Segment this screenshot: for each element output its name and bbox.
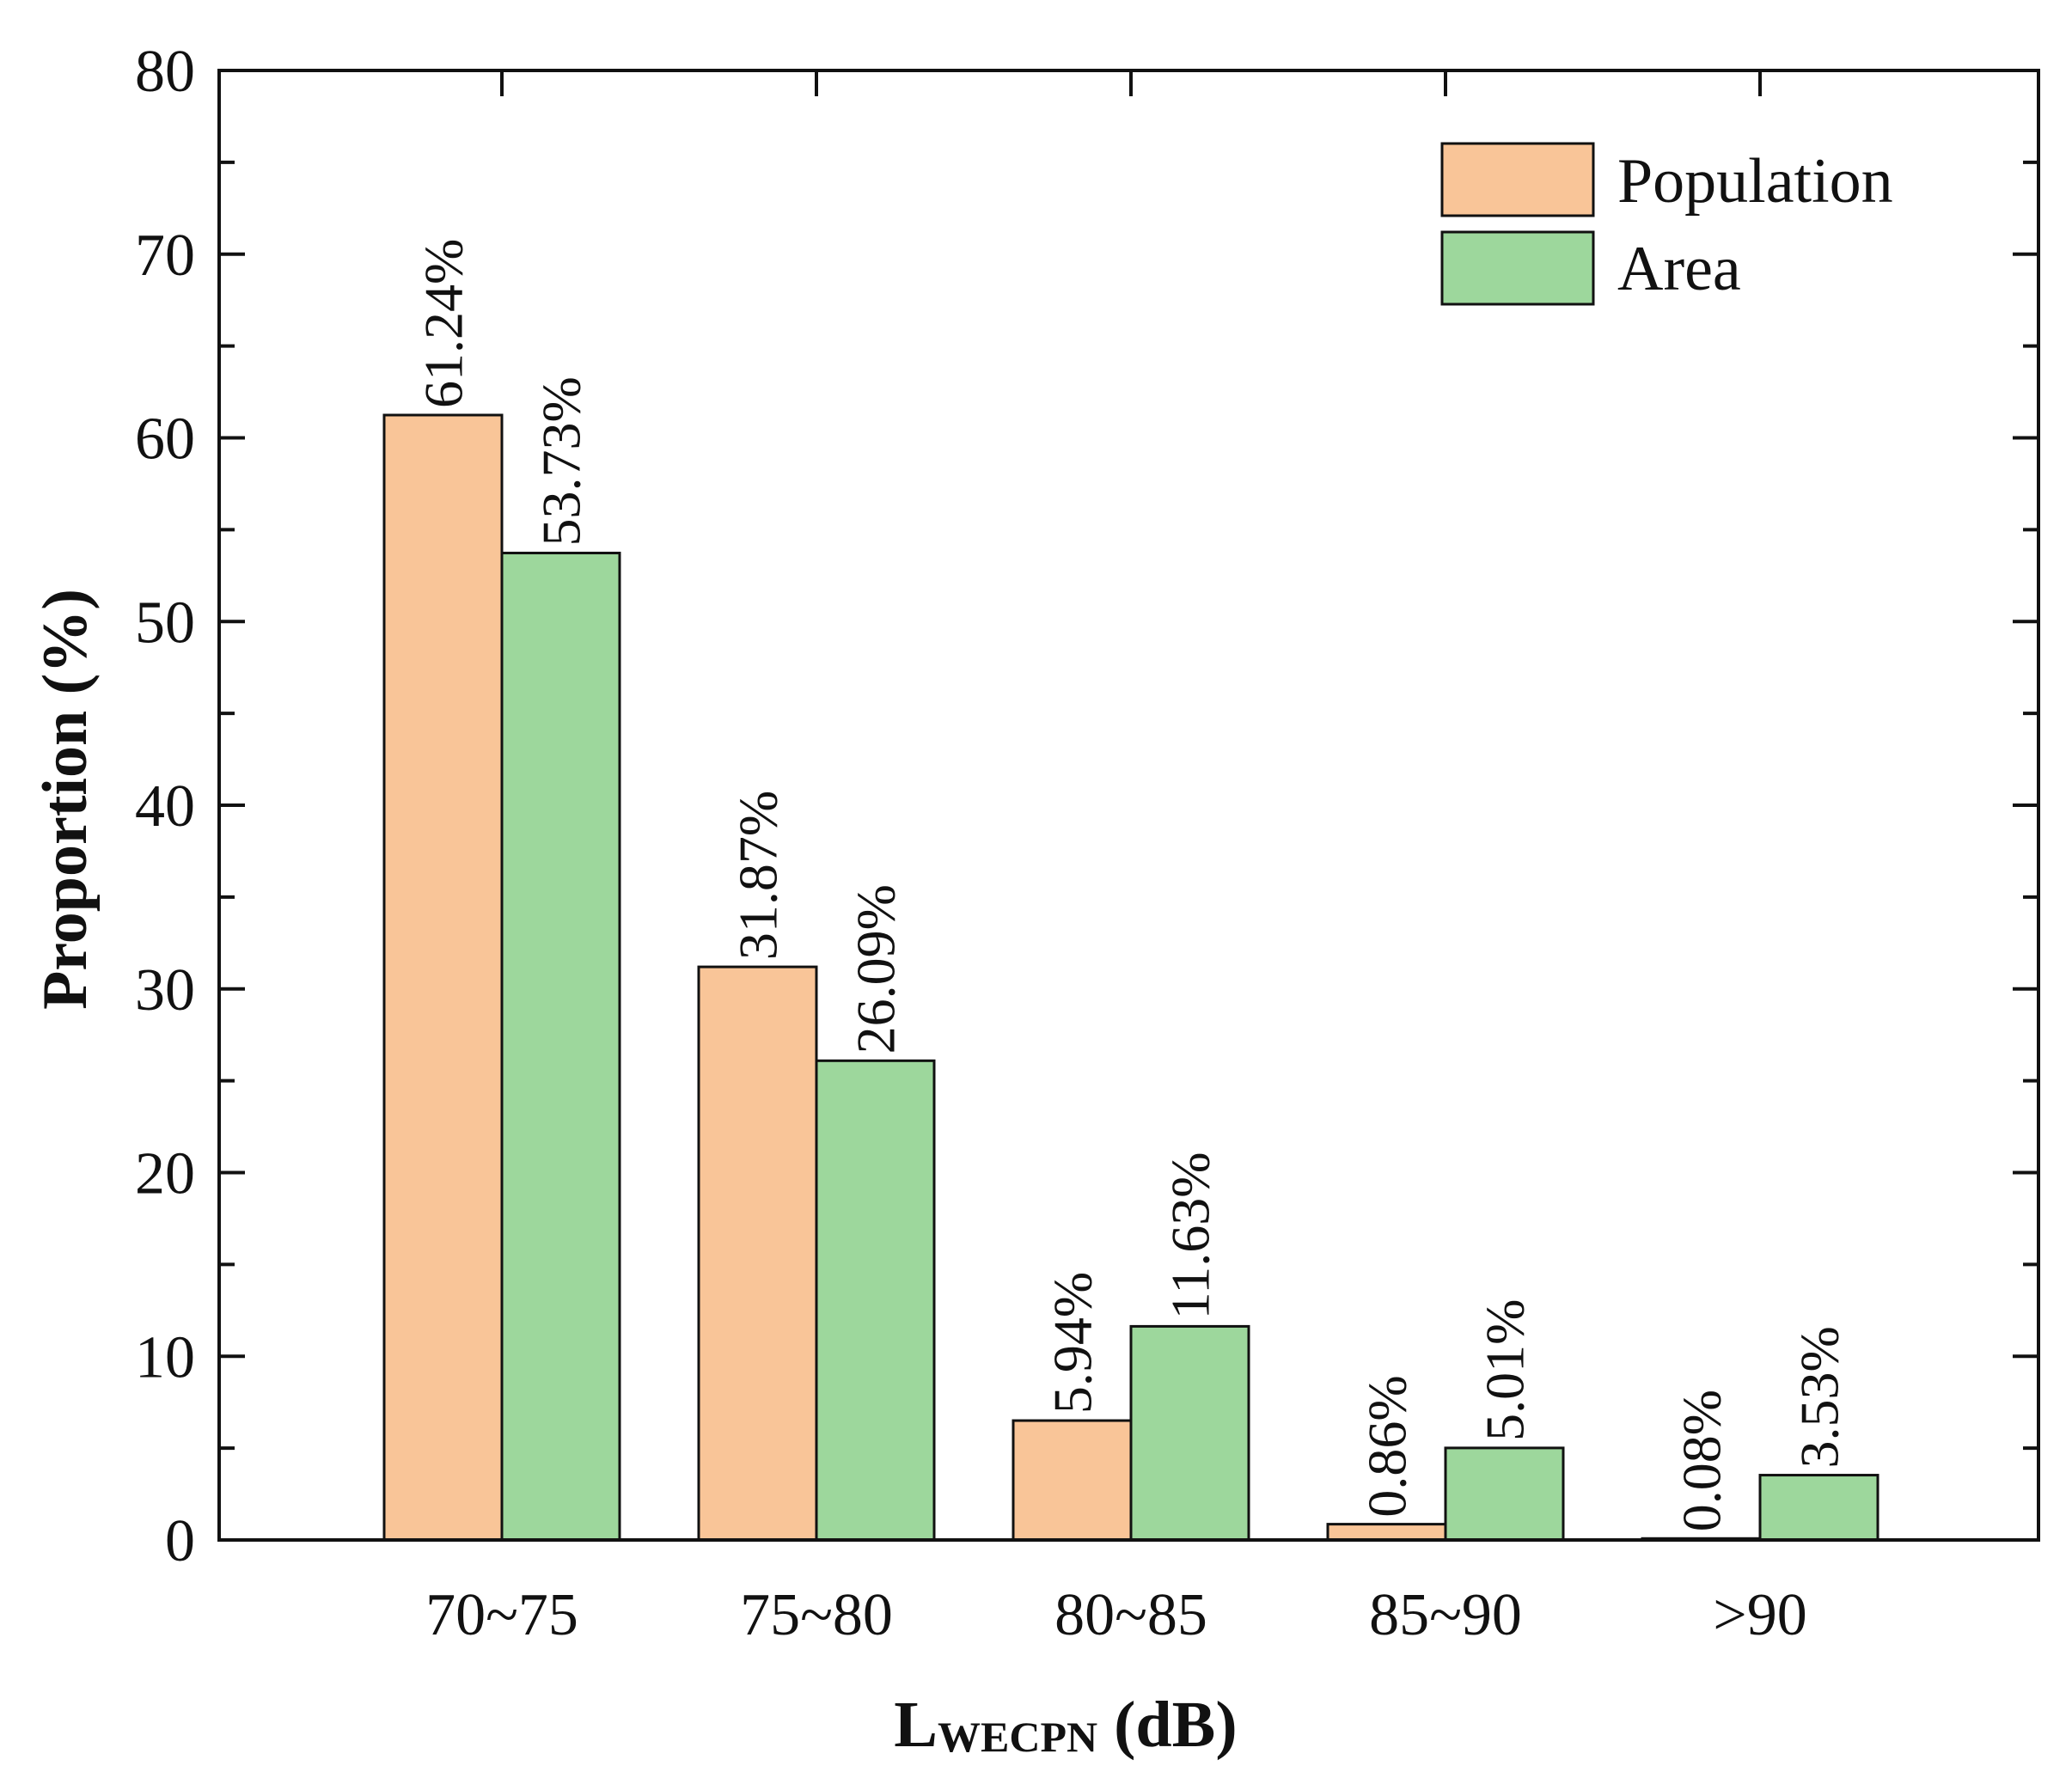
y-tick-label-10: 10 xyxy=(135,1324,195,1390)
data-label-population-0: 61.24% xyxy=(413,239,474,408)
data-label-area-4: 3.53% xyxy=(1789,1326,1850,1468)
y-tick-label-20: 20 xyxy=(135,1141,195,1207)
bar-area-2 xyxy=(1129,1324,1250,1542)
legend-label-area: Area xyxy=(1617,234,1741,304)
data-label-population-1: 31.87% xyxy=(728,791,789,960)
x-axis-title-subscript: WECPN xyxy=(938,1713,1097,1761)
y-tick-label-70: 70 xyxy=(135,223,195,289)
data-label-area-2: 11.63% xyxy=(1160,1152,1221,1319)
y-tick-label-0: 0 xyxy=(165,1508,195,1574)
y-tick-label-60: 60 xyxy=(135,406,195,473)
x-axis-title-suffix: (dB) xyxy=(1097,1689,1238,1761)
data-labels-layer: 61.24% 31.87% 5.94% 0.86% 0.08% 53.73% 26.09% 1… xyxy=(413,239,1850,1532)
y-tick-label-50: 50 xyxy=(135,590,195,656)
data-label-area-1: 26.09% xyxy=(846,884,907,1054)
legend-label-population: Population xyxy=(1617,146,1893,217)
data-label-population-4: 0.08% xyxy=(1672,1390,1733,1531)
x-tick-label-1: 75~80 xyxy=(740,1582,893,1648)
x-tick-label-4: >90 xyxy=(1713,1582,1806,1648)
legend-swatch-area xyxy=(1440,230,1595,306)
legend: Population Area xyxy=(1440,142,1893,306)
bar-population-0 xyxy=(382,413,504,1542)
y-tick-label-80: 80 xyxy=(135,39,195,105)
data-label-area-3: 5.01% xyxy=(1475,1299,1536,1441)
bar-area-0 xyxy=(500,552,621,1542)
x-tick-label-0: 70~75 xyxy=(425,1582,578,1648)
bar-area-1 xyxy=(815,1059,936,1542)
x-axis-title: LWECPN (dB) xyxy=(894,1689,1237,1761)
ticks-layer: 0 10 20 30 40 50 60 70 80 70~75 75~80 80~85 85~90 >90 xyxy=(135,39,2038,1648)
bar-area-3 xyxy=(1444,1446,1565,1542)
bar-population-3 xyxy=(1326,1523,1447,1542)
data-label-population-3: 0.86% xyxy=(1357,1375,1418,1517)
y-tick-label-40: 40 xyxy=(135,773,195,840)
y-axis-title: Proportion (%) xyxy=(30,589,101,1010)
data-label-population-2: 5.94% xyxy=(1042,1272,1103,1414)
bars-layer xyxy=(382,413,1879,1542)
bar-population-2 xyxy=(1012,1419,1133,1542)
data-label-area-0: 53.73% xyxy=(531,376,592,546)
bar-population-1 xyxy=(697,965,818,1542)
y-tick-label-30: 30 xyxy=(135,957,195,1023)
x-tick-label-2: 80~85 xyxy=(1054,1582,1207,1648)
x-tick-label-3: 85~90 xyxy=(1369,1582,1522,1648)
legend-swatch-population xyxy=(1440,142,1595,217)
bar-area-4 xyxy=(1758,1474,1879,1542)
x-axis-title-main: L xyxy=(894,1689,938,1761)
